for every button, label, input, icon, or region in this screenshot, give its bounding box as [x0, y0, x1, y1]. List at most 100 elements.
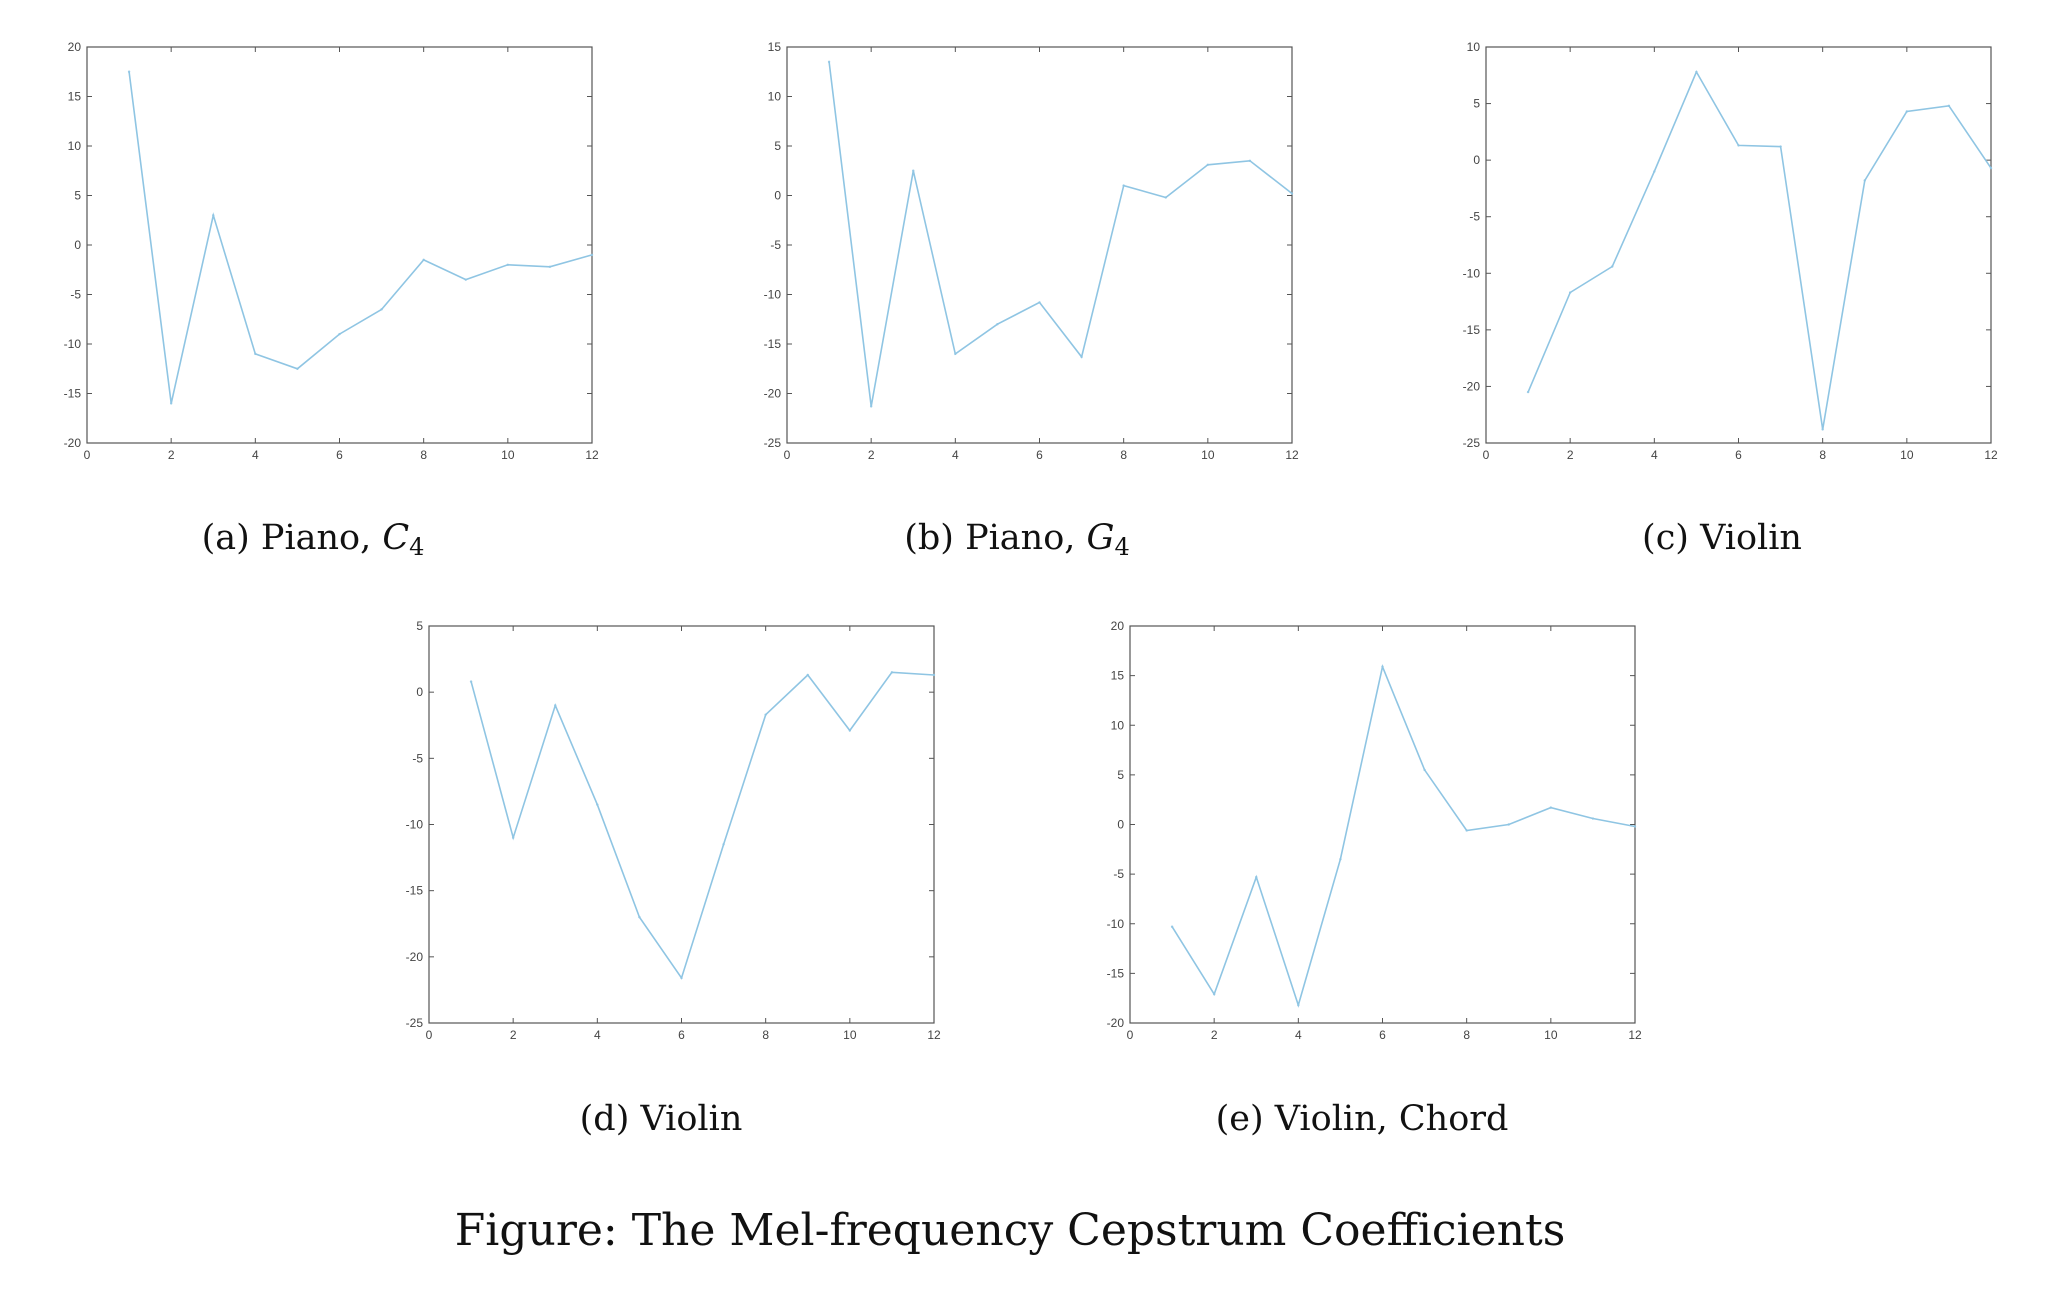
data-point-b [1290, 192, 1294, 195]
data-point-b [1080, 355, 1083, 359]
y-tick-label-e: 0 [1117, 818, 1124, 832]
y-tick-label-c: -15 [1463, 323, 1481, 337]
y-tick-label-b: -10 [764, 288, 782, 302]
caption-a-name: Piano, [260, 518, 383, 558]
caption-c-label: (c) [1642, 518, 1689, 558]
y-tick-label-b: -20 [764, 387, 782, 401]
data-point-a [169, 402, 173, 405]
data-point-d [596, 803, 599, 806]
x-tick-label-a: 8 [420, 448, 427, 462]
caption-b-label: (b) [904, 518, 954, 558]
data-point-a [212, 214, 215, 217]
y-tick-label-c: -25 [1463, 436, 1481, 450]
data-point-e [1549, 806, 1553, 809]
y-tick-label-a: -5 [70, 288, 81, 302]
x-tick-label-e: 12 [1628, 1028, 1642, 1042]
data-point-a [380, 308, 383, 311]
x-tick-label-b: 0 [784, 448, 791, 462]
x-tick-label-d: 8 [762, 1028, 769, 1042]
data-point-d [722, 843, 725, 846]
data-point-c [1821, 428, 1824, 431]
y-tick-label-a: 0 [74, 238, 81, 252]
x-tick-label-d: 10 [843, 1028, 857, 1042]
x-tick-label-e: 10 [1544, 1028, 1558, 1042]
data-point-b [827, 60, 831, 64]
data-point-e [1465, 829, 1468, 832]
data-point-d [511, 836, 515, 839]
x-tick-label-e: 6 [1379, 1028, 1386, 1042]
data-point-c [1779, 145, 1782, 148]
y-tick-label-e: -10 [1107, 917, 1125, 931]
y-tick-label-e: 15 [1111, 669, 1125, 683]
x-tick-label-a: 2 [168, 448, 175, 462]
x-tick-label-b: 6 [1036, 448, 1043, 462]
data-point-e [1591, 817, 1595, 820]
y-tick-label-a: -15 [64, 387, 82, 401]
y-tick-label-a: 10 [68, 139, 82, 153]
data-point-e [1255, 875, 1258, 879]
x-tick-label-b: 12 [1285, 448, 1299, 462]
caption-a-label: (a) [201, 518, 250, 558]
y-tick-label-a: 20 [68, 40, 82, 54]
series-line-e [1171, 664, 1636, 1008]
x-tick-label-a: 10 [501, 448, 515, 462]
data-point-d [806, 673, 809, 677]
data-point-e [1507, 823, 1510, 826]
x-tick-label-b: 4 [952, 448, 959, 462]
data-point-e [1633, 825, 1637, 828]
caption-d: (d) Violin [580, 1099, 743, 1139]
data-point-a [254, 352, 257, 356]
x-tick-label-e: 8 [1463, 1028, 1470, 1042]
y-tick-label-b: 5 [774, 139, 781, 153]
data-point-a [422, 258, 425, 262]
x-tick-label-c: 12 [1984, 448, 1998, 462]
series-line-c [1527, 70, 1992, 430]
data-point-d [764, 713, 767, 716]
data-point-c [1737, 144, 1740, 147]
y-tick-label-e: 20 [1111, 619, 1125, 633]
data-point-d [469, 680, 473, 683]
data-point-c [1653, 170, 1656, 173]
x-tick-label-a: 4 [252, 448, 259, 462]
series-line-b [828, 61, 1293, 407]
x-tick-label-e: 0 [1127, 1028, 1134, 1042]
axes-frame-e [1129, 625, 1636, 1024]
data-point-b [1122, 184, 1125, 187]
x-tick-label-d: 12 [927, 1028, 941, 1042]
data-point-c [1568, 291, 1572, 294]
caption-e-name: Violin, Chord [1274, 1099, 1509, 1139]
y-tick-label-d: 5 [416, 619, 423, 633]
x-tick-label-e: 2 [1211, 1028, 1218, 1042]
caption-a-sub: 4 [409, 533, 425, 561]
caption-a: (a) Piano, C4 [202, 518, 425, 561]
data-point-b [1206, 163, 1210, 167]
y-tick-label-b: 10 [768, 90, 782, 104]
caption-b-sub: 4 [1114, 533, 1130, 561]
data-point-e [1381, 665, 1384, 668]
x-tick-label-d: 4 [594, 1028, 601, 1042]
data-point-b [996, 323, 999, 326]
data-point-a [548, 265, 552, 268]
data-point-e [1170, 925, 1174, 928]
data-point-c [1695, 70, 1698, 74]
y-tick-label-b: -25 [764, 436, 782, 450]
data-point-b [954, 352, 957, 356]
y-tick-label-c: -5 [1469, 210, 1480, 224]
caption-c-name: Violin [1700, 518, 1802, 558]
data-point-b [1248, 159, 1252, 163]
y-tick-label-d: 0 [416, 685, 423, 699]
y-tick-label-d: -25 [406, 1016, 424, 1030]
y-tick-label-e: 5 [1117, 768, 1124, 782]
x-tick-label-b: 10 [1201, 448, 1215, 462]
y-tick-label-b: 0 [774, 189, 781, 203]
data-point-c [1989, 166, 1993, 170]
caption-a-note: C [382, 518, 410, 558]
x-tick-label-c: 2 [1567, 448, 1574, 462]
data-point-a [338, 332, 341, 336]
data-point-c [1947, 104, 1951, 108]
y-tick-label-c: 10 [1467, 40, 1481, 54]
